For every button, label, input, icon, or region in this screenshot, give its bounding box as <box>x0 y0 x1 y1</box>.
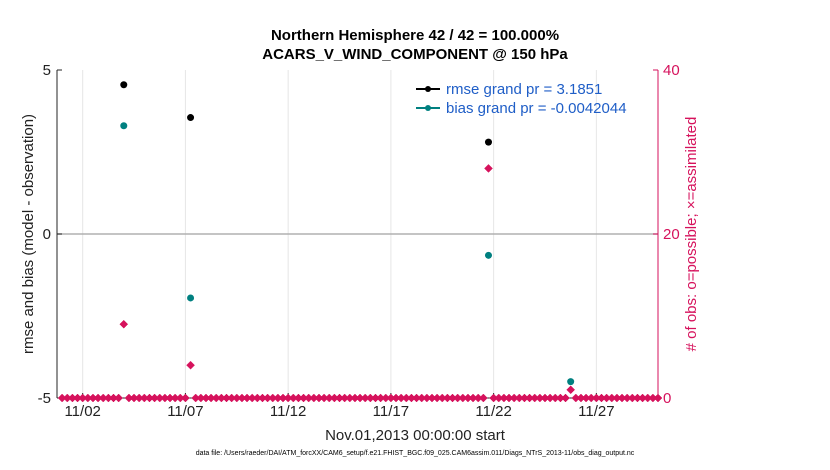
obs-count-marker-nonzero <box>566 385 576 395</box>
left-tick-label: 0 <box>43 226 51 243</box>
bias-point <box>567 378 575 386</box>
rmse-point <box>187 114 195 122</box>
data-file-footer: data file: /Users/raeder/DAI/ATM_forcXX/… <box>195 450 635 457</box>
x-tick-label: 11/22 <box>475 403 511 420</box>
left-axis-label: rmse and bias (model - observation) <box>20 114 37 354</box>
x-tick-label: 11/12 <box>270 403 306 420</box>
x-tick-label: 11/02 <box>64 403 100 420</box>
obs-count-marker-nonzero <box>484 164 493 173</box>
chart-title-line-2: ACARS_V_WIND_COMPONENT @ 150 hPa <box>262 46 568 63</box>
right-axis-label: # of obs: o=possible; ×=assimilated <box>683 117 700 352</box>
right-tick-label: 40 <box>663 62 680 79</box>
bias-point <box>484 251 492 259</box>
right-tick-label: 0 <box>663 390 671 407</box>
legend-bias-label: bias grand pr = -0.0042044 <box>446 100 627 117</box>
right-tick-label: 20 <box>663 226 680 243</box>
x-tick-label: 11/07 <box>167 403 203 420</box>
obs-count-marker <box>653 393 663 403</box>
left-tick-label: -5 <box>38 390 51 407</box>
obs-count-marker-nonzero <box>186 360 195 370</box>
rmse-point <box>120 81 128 89</box>
legend-rmse-marker <box>425 86 431 92</box>
x-tick-label: 11/27 <box>578 403 614 420</box>
bias-point <box>120 122 128 130</box>
left-tick-label: 5 <box>43 62 51 79</box>
legend-bias-marker <box>425 105 431 111</box>
obs-count-marker <box>181 393 190 403</box>
bias-point <box>187 294 195 302</box>
obs-count-marker <box>114 393 123 403</box>
obs-count-marker-nonzero <box>119 319 129 329</box>
rmse-point <box>484 138 492 146</box>
x-axis-label: Nov.01,2013 00:00:00 start <box>325 427 505 444</box>
legend-rmse-label: rmse grand pr = 3.1851 <box>446 81 602 98</box>
obs-count-marker <box>561 393 570 403</box>
chart-title-line-1: Northern Hemisphere 42 / 42 = 100.000% <box>270 27 560 44</box>
x-tick-label: 11/17 <box>373 403 409 420</box>
obs-count-marker <box>478 393 488 403</box>
